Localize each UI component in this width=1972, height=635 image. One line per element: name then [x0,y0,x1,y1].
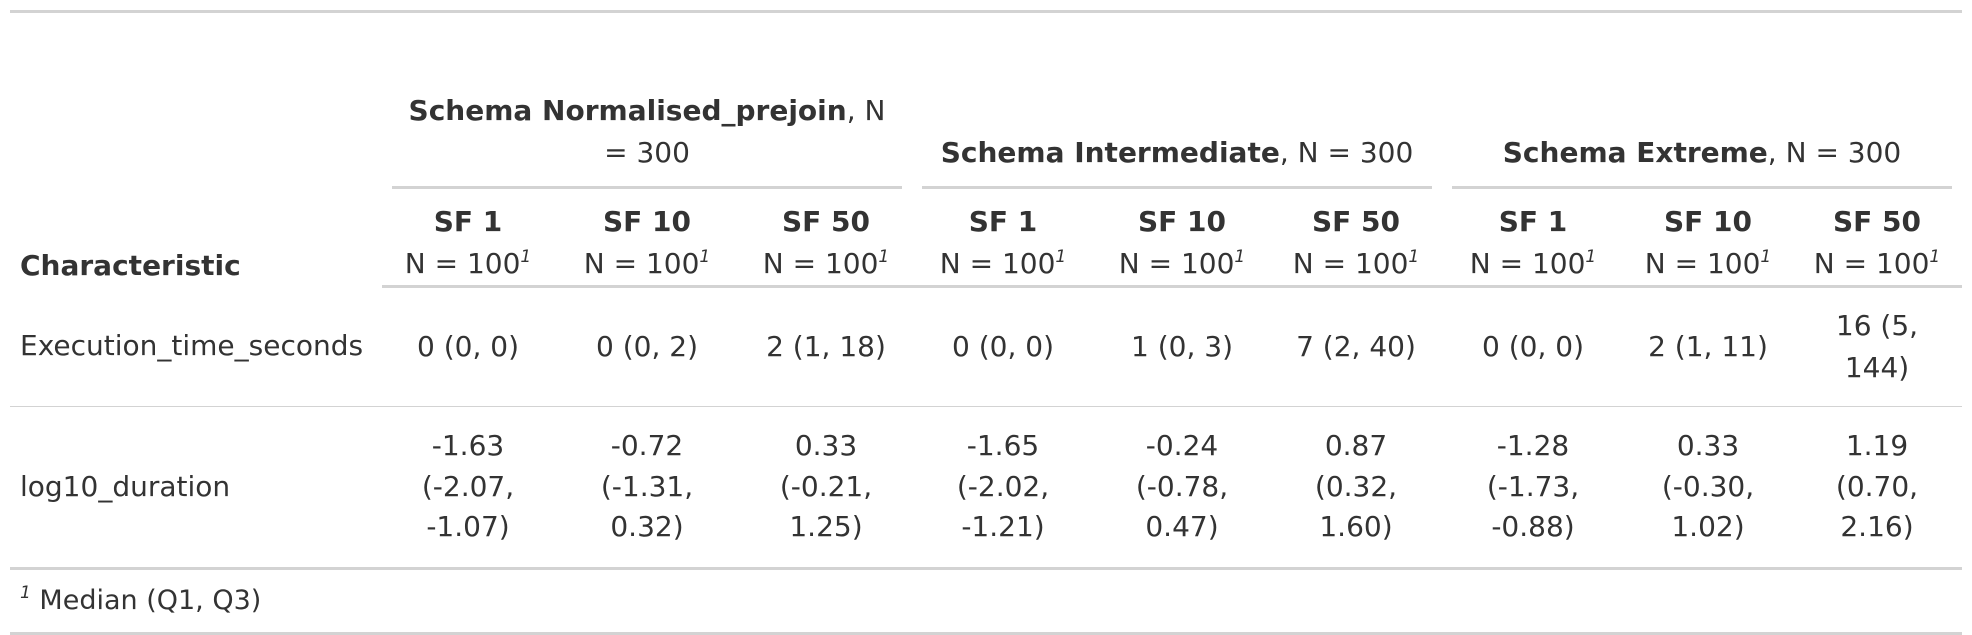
column-label: SF 1 [1498,205,1568,238]
characteristic-header: Characteristic [20,248,241,282]
column-n: N = 1001 [404,247,532,280]
column-label: SF 50 [781,205,870,238]
table-row: Execution_time_seconds 0 (0, 0) 0 (0, 2)… [10,286,1962,407]
footnote-row: 1 Median (Q1, Q3) [10,569,1962,634]
table-cell: -1.65 (-2.02, -1.21) [912,406,1094,570]
footnote-mark: 1 [1585,247,1597,267]
column-n: N = 1001 [1118,247,1246,280]
table-cell: 1 (0, 3) [1094,286,1270,407]
row-label: Execution_time_seconds [10,286,382,407]
row-label: log10_duration [10,406,382,570]
column-header: SF 1 N = 1001 [382,189,554,288]
column-label: SF 1 [433,205,503,238]
column-header: SF 10 N = 1001 [1094,189,1270,288]
footnote-mark: 1 [878,247,890,267]
column-label: SF 10 [1137,205,1226,238]
column-header: SF 10 N = 1001 [1624,189,1792,288]
footnote-text: Median (Q1, Q3) [39,584,262,616]
table-cell: -1.28 (-1.73, -0.88) [1442,406,1624,570]
spanner-intermediate: Schema Intermediate, N = 300 [912,12,1442,189]
footnote-mark: 1 [1760,247,1772,267]
summary-table: Characteristic Schema Normalised_prejoin… [10,10,1962,635]
footnote-mark: 1 [699,247,711,267]
table-row: log10_duration -1.63 (-2.07, -1.07) -0.7… [10,406,1962,570]
spanner-n: , N = 300 [1767,136,1902,169]
table-cell: -0.24 (-0.78, 0.47) [1094,406,1270,570]
spanner-title: Schema Extreme [1502,136,1768,169]
spanner-normalised-prejoin: Schema Normalised_prejoin, N = 300 [382,12,912,189]
table-cell: 0 (0, 0) [912,286,1094,407]
footnote-mark: 1 [1408,247,1420,267]
summary-table-container: Characteristic Schema Normalised_prejoin… [10,10,1962,635]
column-n: N = 1001 [762,247,890,280]
table-cell: -0.72 (-1.31, 0.32) [554,406,740,570]
table-cell: 1.19 (0.70, 2.16) [1792,406,1962,570]
footnote-mark: 1 [1055,247,1067,267]
column-label: SF 10 [602,205,691,238]
table-footnote: 1 Median (Q1, Q3) [10,569,1962,634]
spanner-n: , N = 300 [1279,136,1414,169]
column-header: SF 1 N = 1001 [912,189,1094,288]
table-cell: 0 (0, 0) [1442,286,1624,407]
footnote-mark: 1 [1929,247,1941,267]
footnote-mark: 1 [1234,247,1246,267]
table-cell: 7 (2, 40) [1270,286,1442,407]
column-header: SF 10 N = 1001 [554,189,740,288]
table-cell: -1.63 (-2.07, -1.07) [382,406,554,570]
column-n: N = 1001 [1469,247,1597,280]
column-n: N = 1001 [1292,247,1420,280]
column-label: SF 10 [1663,205,1752,238]
column-n: N = 1001 [583,247,711,280]
table-cell: 2 (1, 18) [740,286,912,407]
table-cell: 0 (0, 2) [554,286,740,407]
column-label: SF 50 [1832,205,1921,238]
column-label: SF 1 [968,205,1038,238]
column-n: N = 1001 [1813,247,1941,280]
table-cell: 16 (5, 144) [1792,286,1962,407]
column-header: SF 50 N = 1001 [740,189,912,288]
table-cell: 0.33 (-0.30, 1.02) [1624,406,1792,570]
spanner-extreme: Schema Extreme, N = 300 [1442,12,1962,189]
table-cell: 0.87 (0.32, 1.60) [1270,406,1442,570]
footnote-mark: 1 [520,247,532,267]
column-header: SF 50 N = 1001 [1270,189,1442,288]
spanner-n: , N = 300 [604,94,886,169]
column-n: N = 1001 [1644,247,1772,280]
column-header: SF 1 N = 1001 [1442,189,1624,288]
column-n: N = 1001 [939,247,1067,280]
table-cell: 0 (0, 0) [382,286,554,407]
table-cell: 0.33 (-0.21, 1.25) [740,406,912,570]
spanner-title: Schema Intermediate [940,136,1280,169]
table-cell: 2 (1, 11) [1624,286,1792,407]
footnote-mark: 1 [20,582,31,603]
column-label: SF 50 [1311,205,1400,238]
column-header: SF 50 N = 1001 [1792,189,1962,288]
spanner-title: Schema Normalised_prejoin [408,94,847,127]
